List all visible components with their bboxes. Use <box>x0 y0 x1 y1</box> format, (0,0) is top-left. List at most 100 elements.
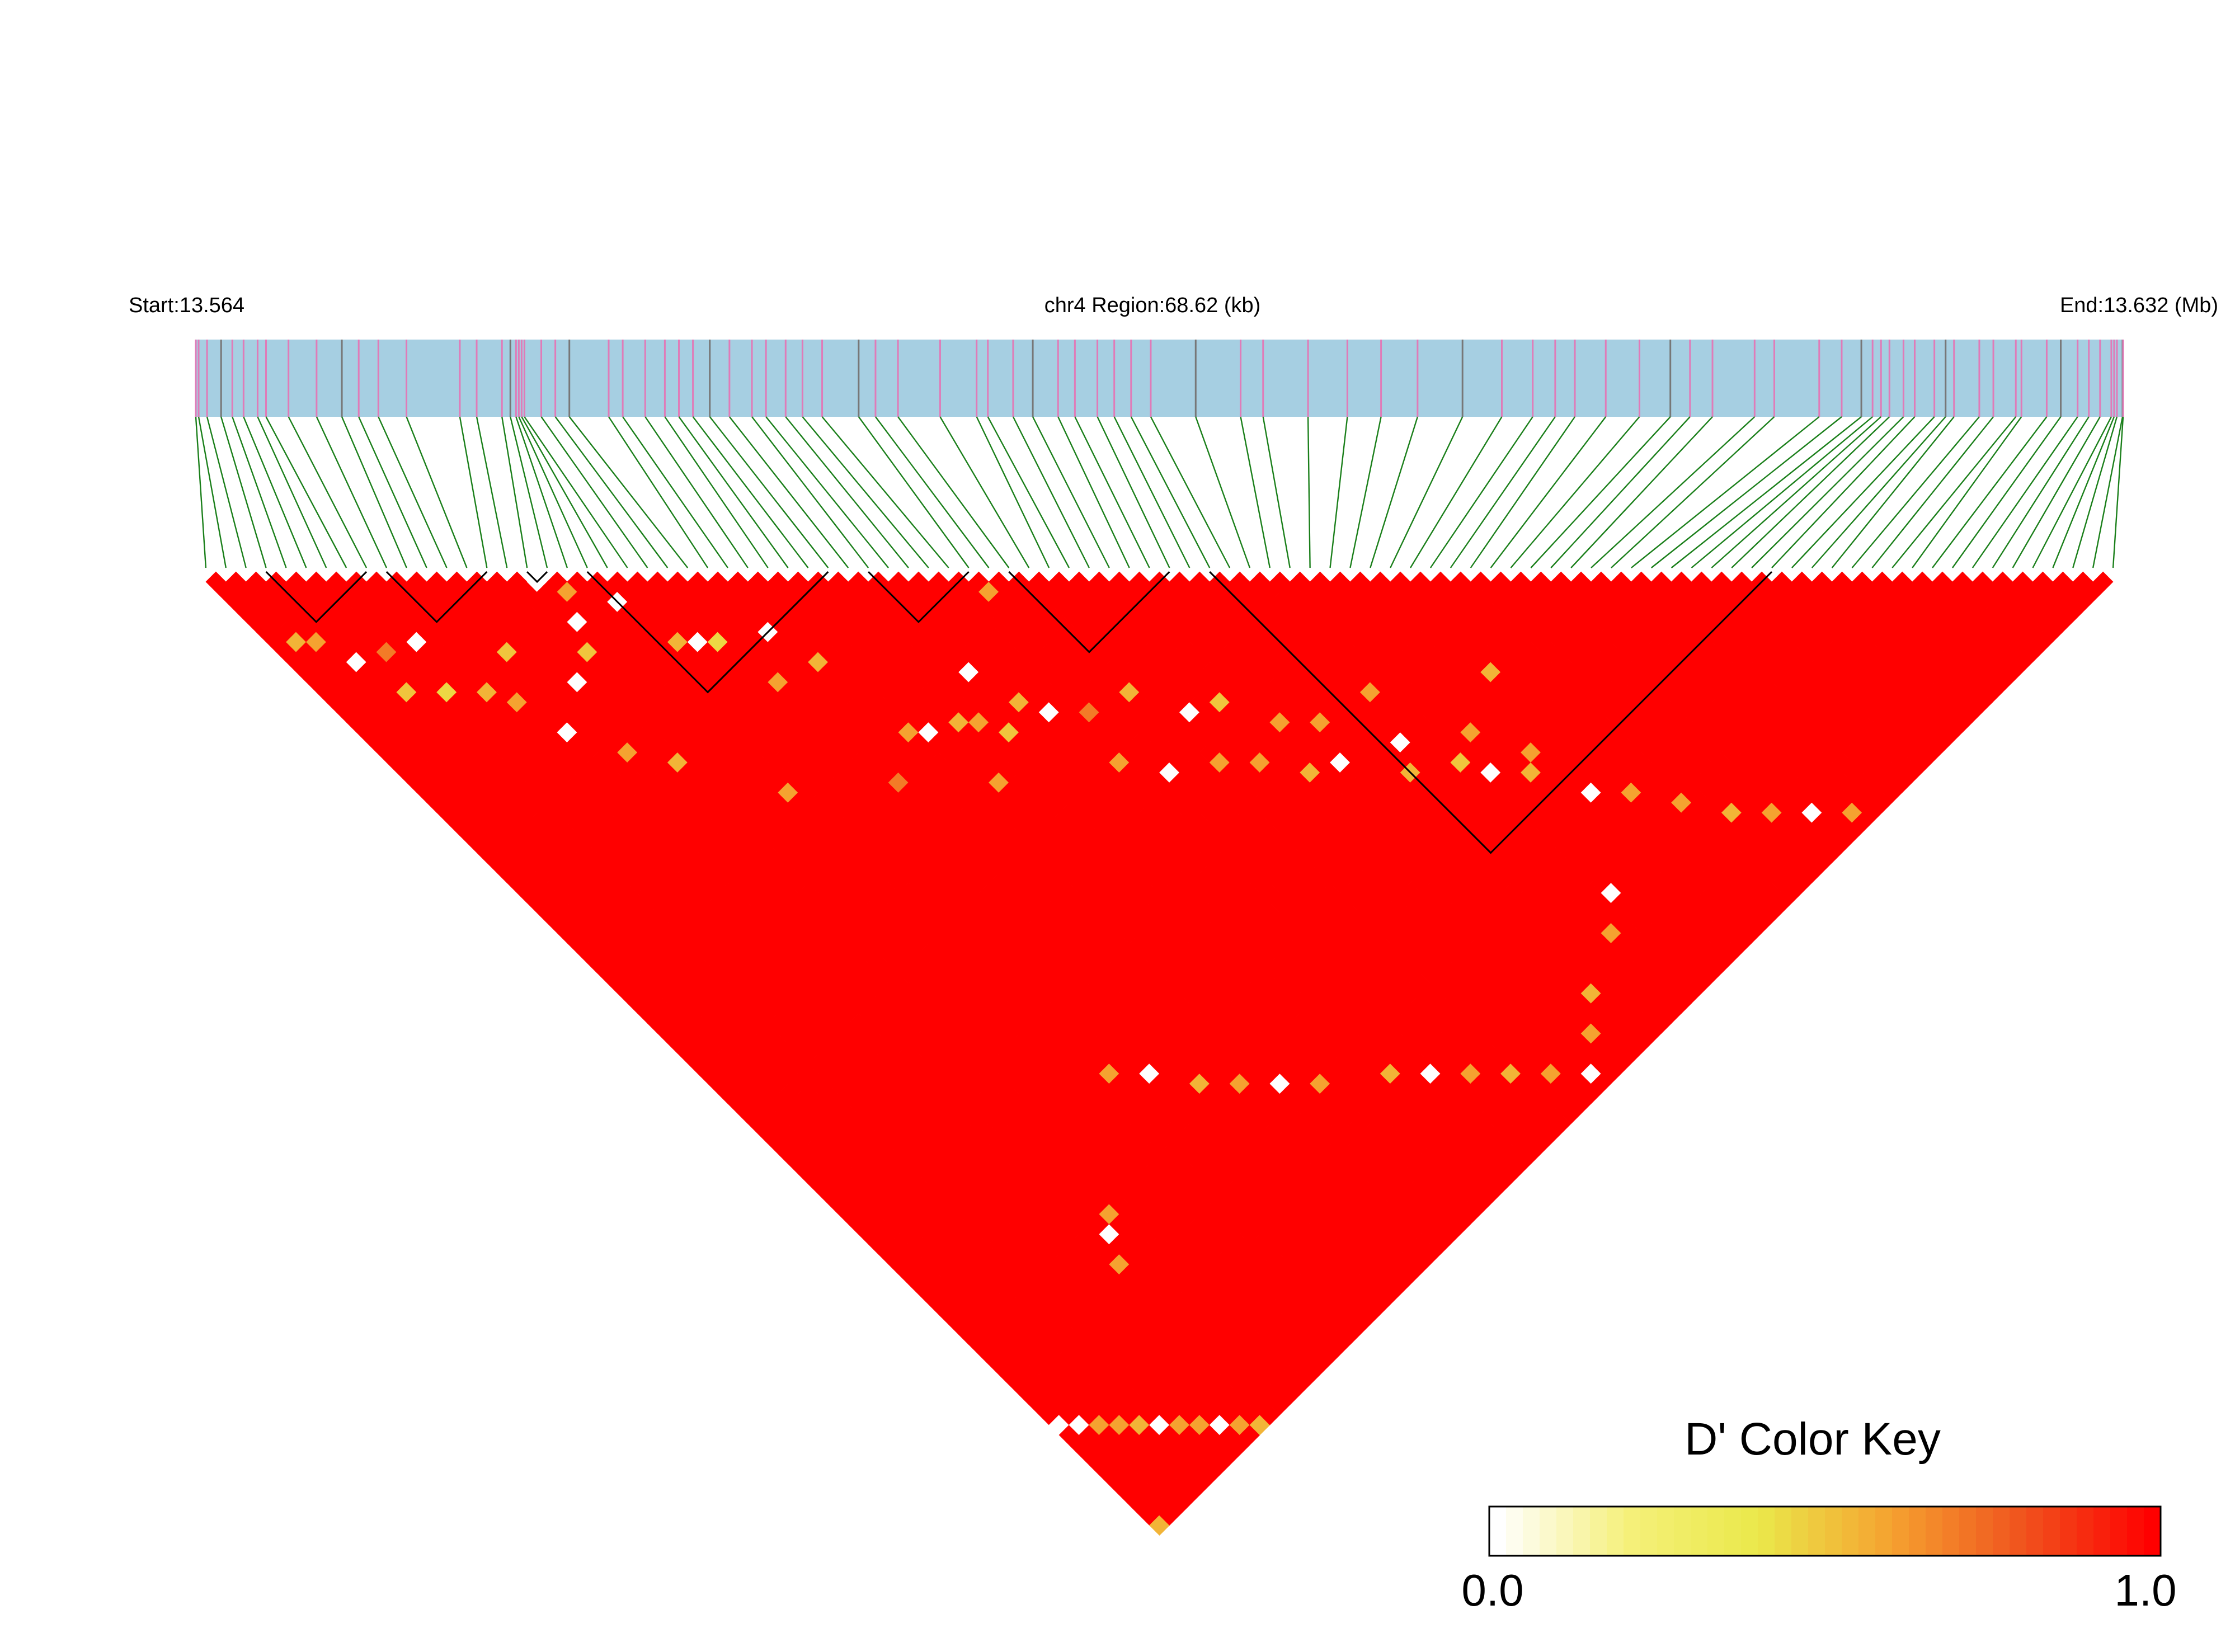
color-key-swatch <box>2010 1507 2027 1556</box>
snp-connector-line <box>1012 416 1090 568</box>
snp-connector-line <box>2052 416 2115 568</box>
color-key-swatch <box>1556 1507 1574 1556</box>
color-key-swatch <box>1489 1507 1507 1556</box>
color-key-swatch <box>2093 1507 2111 1556</box>
snp-connector-line <box>1470 416 1576 568</box>
color-key-swatch <box>1825 1507 1842 1556</box>
color-key-swatch <box>2026 1507 2044 1556</box>
color-key-gradient <box>1489 1507 2161 1556</box>
color-key-swatch <box>1674 1507 1691 1556</box>
color-key-swatch <box>1540 1507 1557 1556</box>
snp-connector-line <box>515 416 568 568</box>
snp-connector-line <box>939 416 1030 568</box>
snp-connector-line <box>206 416 247 568</box>
color-key-swatch <box>1590 1507 1607 1556</box>
snp-connector-line <box>2092 416 2124 568</box>
color-key-swatch <box>1959 1507 1977 1556</box>
snp-connector-line <box>1150 416 1231 568</box>
snp-connector-line <box>1550 416 1691 568</box>
snp-connector-line <box>1510 416 1640 568</box>
snp-connector-line <box>524 416 628 568</box>
snp-connector-line <box>257 416 327 568</box>
snp-connector-line <box>521 416 608 568</box>
color-key-swatch <box>1976 1507 1993 1556</box>
color-key-swatch <box>1808 1507 1825 1556</box>
snp-connector-line <box>1951 416 2062 568</box>
snp-connector-line <box>1591 416 1756 568</box>
snp-connector-line <box>765 416 889 568</box>
color-key-swatch <box>1758 1507 1775 1556</box>
color-key: D' Color Key 0.0 1.0 <box>1461 1414 2176 1615</box>
snp-connector-line <box>1932 416 2048 568</box>
start-label: Start:13.564 <box>129 294 244 317</box>
snp-connector-lines <box>195 416 2124 568</box>
snp-connector-line <box>1912 416 2022 568</box>
snp-track-ticks <box>195 340 2124 417</box>
color-key-swatch <box>1573 1507 1591 1556</box>
snp-connector-line <box>1390 416 1464 568</box>
snp-connector-line <box>501 416 528 568</box>
snp-connector-line <box>406 416 468 568</box>
snp-connector-line <box>2032 416 2112 568</box>
color-key-swatch <box>1993 1507 2010 1556</box>
snp-connector-line <box>476 416 508 568</box>
snp-connector-line <box>1450 416 1556 568</box>
color-key-swatch <box>1875 1507 1893 1556</box>
snp-connector-line <box>1992 416 2090 568</box>
color-key-max-label: 1.0 <box>2114 1565 2176 1615</box>
snp-connector-line <box>1570 416 1713 568</box>
snp-connector-line <box>1307 416 1311 568</box>
color-key-min-label: 0.0 <box>1461 1565 1523 1615</box>
snp-connector-line <box>197 416 227 568</box>
color-key-swatch <box>2110 1507 2128 1556</box>
snp-connector-line <box>608 416 709 568</box>
snp-connector-line <box>220 416 267 568</box>
snp-connector-line <box>1851 416 1980 568</box>
snp-connector-line <box>1611 416 1775 568</box>
snp-connector-line <box>378 416 448 568</box>
color-key-swatch <box>2060 1507 2077 1556</box>
snp-connector-line <box>1370 416 1419 568</box>
snp-connector-line <box>692 416 809 568</box>
snp-connector-line <box>976 416 1050 568</box>
color-key-swatch <box>1842 1507 1859 1556</box>
snp-connector-line <box>358 416 427 568</box>
snp-connector-line <box>987 416 1070 568</box>
color-key-swatch <box>1523 1507 1540 1556</box>
snp-connector-line <box>1731 416 1890 568</box>
snp-connector-line <box>897 416 1010 568</box>
snp-connector-line <box>232 416 287 568</box>
snp-connector-line <box>459 416 488 568</box>
color-key-swatch <box>1926 1507 1943 1556</box>
snp-connector-line <box>568 416 689 568</box>
color-key-swatch <box>2144 1507 2161 1556</box>
snp-connector-line <box>1130 416 1211 568</box>
ld-triangle <box>205 571 2114 1536</box>
snp-connector-line <box>1891 416 2017 568</box>
snp-connector-line <box>751 416 869 568</box>
snp-connector-line <box>1410 416 1503 568</box>
color-key-swatch <box>1640 1507 1658 1556</box>
snp-connector-line <box>510 416 548 568</box>
snp-connector-line <box>1240 416 1271 568</box>
snp-connector-line <box>1429 416 1533 568</box>
color-key-swatch <box>1741 1507 1758 1556</box>
color-key-swatch <box>2077 1507 2094 1556</box>
snp-connector-line <box>664 416 769 568</box>
snp-position-track <box>196 340 2123 417</box>
color-key-swatch <box>1791 1507 1809 1556</box>
color-key-swatch <box>1775 1507 1792 1556</box>
snp-connector-line <box>821 416 949 568</box>
end-label: End:13.632 (Mb) <box>2060 294 2218 317</box>
snp-connector-line <box>1262 416 1291 568</box>
snp-connector-line <box>1097 416 1170 568</box>
color-key-swatch <box>1506 1507 1523 1556</box>
color-key-swatch <box>1707 1507 1725 1556</box>
snp-connector-line <box>1650 416 1842 568</box>
color-key-swatch <box>2043 1507 2060 1556</box>
color-key-swatch <box>1607 1507 1624 1556</box>
color-key-swatch <box>1657 1507 1674 1556</box>
color-key-swatch <box>1691 1507 1708 1556</box>
snp-connector-line <box>874 416 990 568</box>
